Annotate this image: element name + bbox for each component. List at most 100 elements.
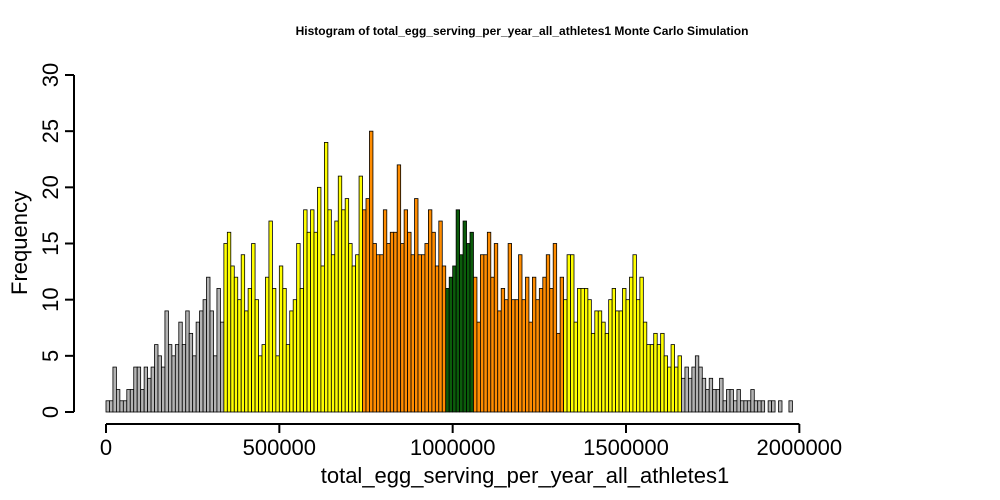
- histogram-bar: [407, 231, 412, 413]
- histogram-bar: [133, 366, 138, 413]
- histogram-bar: [622, 288, 627, 413]
- histogram-bar: [358, 175, 363, 413]
- histogram-bar: [570, 254, 575, 413]
- histogram-bar: [542, 276, 547, 413]
- histogram-bar: [285, 344, 291, 413]
- histogram-bar: [708, 377, 714, 413]
- histogram-bar: [310, 209, 315, 413]
- histogram-bar: [164, 310, 169, 413]
- y-tick-label: 30: [38, 63, 63, 87]
- histogram-bar: [289, 310, 294, 413]
- histogram-bar: [743, 400, 748, 413]
- histogram-bar: [136, 366, 142, 413]
- histogram-bar: [684, 366, 689, 413]
- histogram-bar: [705, 389, 710, 413]
- histogram-bar: [199, 310, 204, 413]
- histogram-bar: [431, 231, 436, 413]
- histogram-bar: [528, 321, 533, 413]
- histogram-bar: [445, 288, 450, 413]
- histogram-bar: [493, 243, 499, 413]
- histogram-bar: [171, 355, 176, 413]
- histogram-bar: [386, 243, 391, 413]
- histogram-bar: [258, 355, 263, 413]
- histogram-bar: [362, 209, 367, 413]
- histogram-bar: [410, 254, 415, 413]
- histogram-bar: [590, 332, 596, 413]
- histogram-bar: [566, 254, 571, 413]
- histogram-bar: [740, 400, 745, 413]
- histogram-bar: [656, 344, 662, 413]
- histogram-bar: [736, 389, 741, 413]
- histogram-bar: [268, 220, 273, 413]
- histogram-bar: [771, 400, 776, 413]
- histogram-bar: [351, 265, 357, 413]
- histogram-bar: [462, 220, 467, 413]
- histogram-bar: [681, 377, 686, 413]
- histogram-bar: [604, 332, 610, 413]
- histogram-bar: [525, 276, 530, 413]
- chart-title: Histogram of total_egg_serving_per_year_…: [296, 24, 749, 38]
- histogram-bar: [226, 231, 232, 413]
- histogram-bar: [403, 209, 409, 413]
- histogram-bar: [150, 366, 155, 413]
- histogram-bar: [507, 243, 513, 413]
- histogram-bar: [129, 389, 135, 413]
- histogram-bar: [715, 389, 721, 413]
- x-axis: 0 500000 1000000 1500000 2000000: [100, 423, 842, 460]
- histogram-bar: [348, 243, 353, 413]
- histogram-bar: [660, 332, 665, 413]
- histogram-bar: [282, 288, 287, 413]
- histogram-bar: [254, 299, 259, 413]
- y-axis-label: Frequency: [7, 191, 32, 295]
- histogram-bar: [545, 254, 551, 413]
- histogram-bar: [642, 321, 648, 413]
- histogram-bar: [230, 265, 235, 413]
- histogram-bar: [788, 400, 793, 413]
- histogram-bar: [167, 344, 173, 413]
- y-tick-label: 0: [38, 406, 63, 418]
- histogram-bar: [649, 344, 655, 413]
- histogram-bar: [677, 355, 682, 413]
- histogram-bar: [691, 366, 696, 413]
- histogram-bar: [143, 366, 149, 413]
- histogram-bar: [518, 254, 523, 413]
- histogram-bar: [719, 377, 724, 413]
- histogram-bar: [320, 265, 325, 413]
- histogram-bar: [476, 321, 481, 413]
- histogram-bar: [746, 400, 752, 413]
- histogram-bar: [688, 377, 693, 413]
- x-tick-label: 500000: [243, 435, 316, 460]
- histogram-bar: [206, 276, 211, 413]
- histogram-bar: [161, 366, 166, 413]
- histogram-bar: [185, 310, 190, 413]
- histogram-bar: [174, 344, 180, 413]
- histogram-bar: [157, 355, 162, 413]
- histogram-bar: [459, 254, 464, 413]
- histogram-bar: [389, 231, 395, 413]
- histogram-bar: [119, 400, 124, 413]
- histogram-bar: [625, 299, 630, 413]
- histogram-bar: [455, 209, 461, 413]
- histogram-bar: [538, 288, 544, 413]
- histogram-bar: [733, 400, 738, 413]
- histogram-bar: [500, 288, 506, 413]
- histogram-bar: [722, 400, 727, 413]
- histogram-bar: [632, 254, 637, 413]
- histogram-bar: [646, 344, 651, 413]
- histogram-bar: [154, 344, 159, 413]
- histogram-bar: [365, 198, 370, 413]
- histogram-bar: [181, 344, 187, 413]
- histogram-bar: [504, 299, 509, 413]
- histogram-bar: [466, 243, 471, 413]
- histogram-bar: [594, 310, 599, 413]
- histogram-bar: [237, 299, 242, 413]
- histogram-bar: [584, 288, 589, 413]
- histogram-bar: [511, 299, 516, 413]
- histogram-bar: [424, 243, 429, 413]
- histogram-bar: [116, 389, 121, 413]
- histogram-bar: [549, 288, 554, 413]
- histogram-bar: [521, 299, 526, 413]
- histogram-bar: [698, 366, 703, 413]
- histogram-bar: [639, 276, 644, 413]
- histogram-bar: [767, 400, 773, 413]
